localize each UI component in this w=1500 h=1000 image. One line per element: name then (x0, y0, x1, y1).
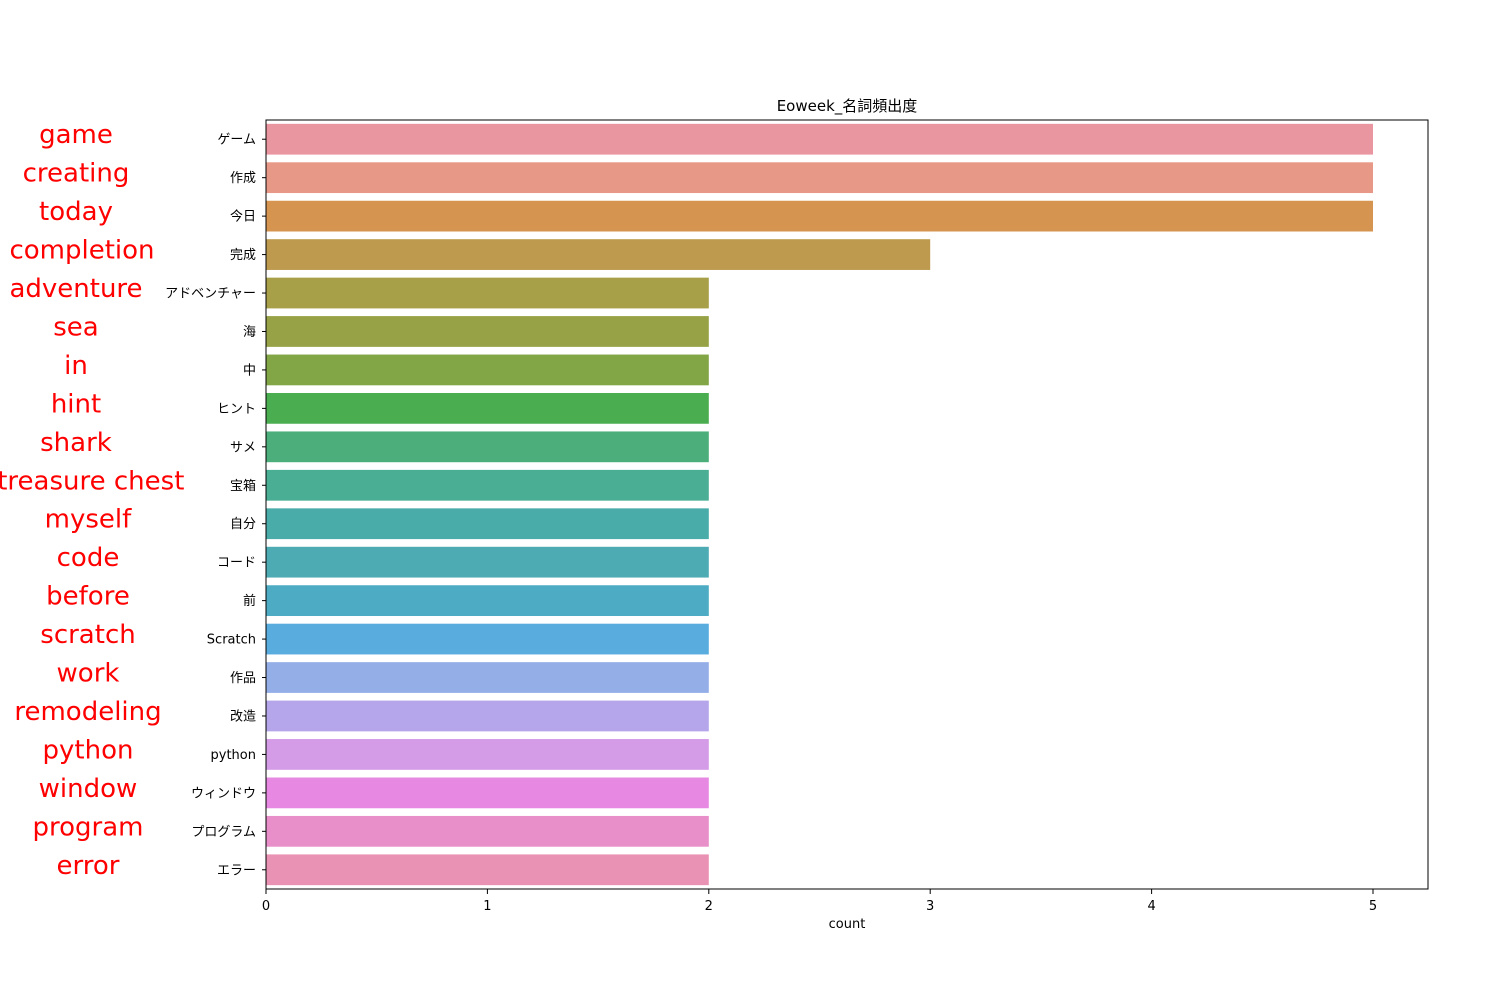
bar-4 (266, 277, 709, 309)
annotation-1: creating (23, 159, 130, 189)
y-tick-label-8: サメ (230, 440, 256, 455)
annotation-5: sea (53, 312, 98, 342)
y-tick-label-0: ゲーム (217, 133, 256, 148)
x-tick-label-5: 5 (1369, 899, 1377, 914)
annotation-8: shark (40, 428, 112, 458)
annotation-14: work (57, 659, 120, 689)
x-tick-label-3: 3 (926, 899, 934, 914)
bar-1 (266, 162, 1373, 194)
annotation-10: myself (45, 505, 132, 535)
bar-12 (266, 585, 709, 617)
y-tick-label-19: エラー (217, 863, 256, 878)
annotation-0: game (39, 120, 113, 150)
bar-2 (266, 200, 1373, 232)
y-tick-label-6: 中 (243, 363, 256, 378)
y-tick-label-17: ウィンドウ (191, 786, 256, 801)
bar-18 (266, 815, 709, 847)
y-tick-label-3: 完成 (230, 248, 256, 263)
bar-11 (266, 546, 709, 578)
bar-8 (266, 431, 709, 463)
y-tick-label-9: 宝箱 (230, 478, 256, 494)
y-tick-label-12: 前 (243, 593, 256, 609)
y-tick-label-10: 自分 (230, 517, 256, 532)
annotation-4: adventure (9, 274, 142, 304)
annotation-13: scratch (40, 620, 135, 650)
annotation-15: remodeling (14, 697, 161, 727)
bar-3 (266, 239, 931, 270)
y-tick-label-14: 作品 (230, 671, 256, 686)
x-tick-label-4: 4 (1147, 899, 1155, 914)
bar-16 (266, 739, 709, 770)
y-tick-label-16: python (211, 748, 256, 763)
y-tick-label-1: 作成 (230, 171, 256, 186)
annotation-17: window (39, 774, 138, 804)
annotation-6: in (64, 351, 88, 381)
annotation-3: completion (9, 236, 154, 266)
bar-0 (266, 123, 1373, 155)
x-tick-label-1: 1 (483, 899, 491, 914)
y-tick-label-4: アドベンチャー (165, 287, 256, 302)
y-tick-label-11: コード (217, 556, 256, 571)
annotation-7: hint (51, 389, 101, 419)
annotation-18: program (33, 812, 144, 842)
annotation-9: treasure chest (0, 466, 184, 496)
plot-frame (265, 119, 1429, 890)
y-tick-label-15: 改造 (230, 709, 256, 724)
y-tick-label-7: ヒント (217, 402, 256, 417)
bar-5 (266, 316, 709, 347)
annotations-group: game creating today completion adventure sea i… (0, 120, 184, 881)
annotation-2: today (39, 197, 113, 227)
x-tick-label-0: 0 (262, 899, 270, 914)
x-tick-label-2: 2 (705, 899, 713, 914)
bar-6 (266, 354, 709, 386)
bar-19 (266, 854, 709, 886)
y-tick-label-13: Scratch (207, 633, 256, 648)
annotation-11: code (57, 543, 120, 573)
y-tick-label-2: 今日 (230, 209, 256, 225)
y-tick-label-18: プログラム (191, 825, 256, 840)
bar-9 (266, 469, 709, 501)
y-tick-label-5: 海 (243, 325, 256, 340)
bar-13 (266, 623, 709, 655)
annotation-12: before (46, 582, 130, 612)
bar-14 (266, 662, 709, 693)
bars-group (266, 123, 1373, 886)
bar-15 (266, 700, 709, 732)
bar-17 (266, 777, 709, 809)
chart-title: Eoweek_名詞頻出度 (777, 97, 918, 116)
x-axis-label: count (829, 917, 866, 932)
bar-10 (266, 508, 709, 540)
annotation-16: python (43, 735, 134, 765)
bar-7 (266, 392, 709, 424)
annotation-19: error (57, 851, 120, 881)
x-ticks-group: 0 1 2 3 4 5 (262, 889, 1377, 914)
